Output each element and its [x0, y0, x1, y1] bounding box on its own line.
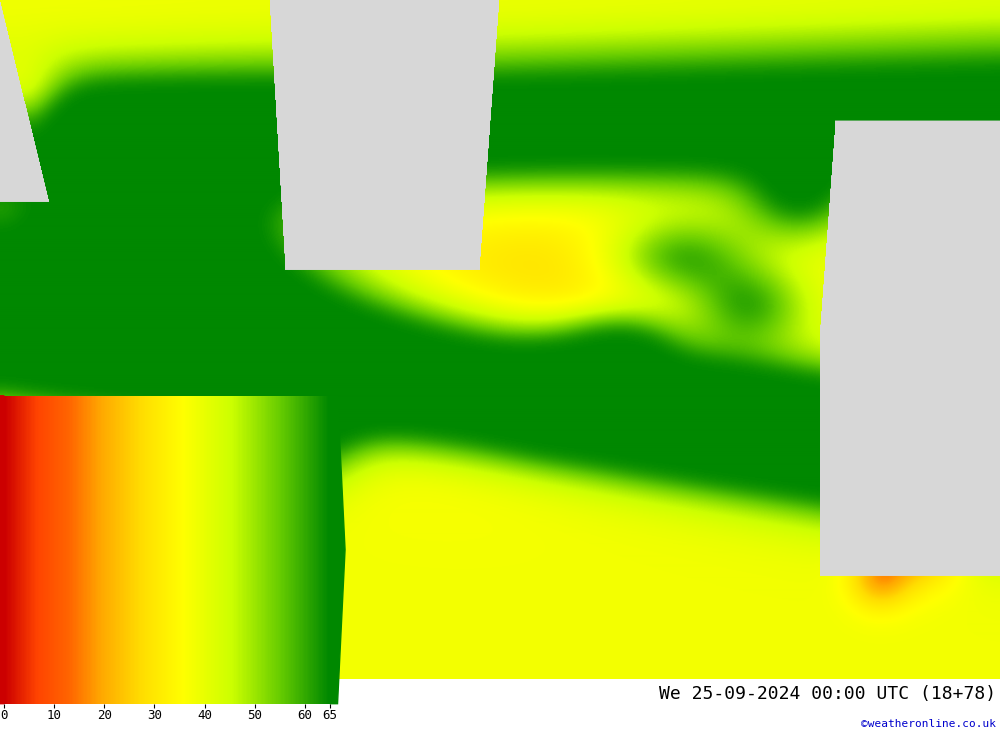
FancyArrow shape	[0, 396, 4, 704]
Text: We 25-09-2024 00:00 UTC (18+78): We 25-09-2024 00:00 UTC (18+78)	[659, 685, 996, 703]
Text: Fog Stability Index   GFS: Fog Stability Index GFS	[4, 685, 276, 703]
Text: ©weatheronline.co.uk: ©weatheronline.co.uk	[861, 719, 996, 729]
FancyArrow shape	[330, 396, 345, 704]
